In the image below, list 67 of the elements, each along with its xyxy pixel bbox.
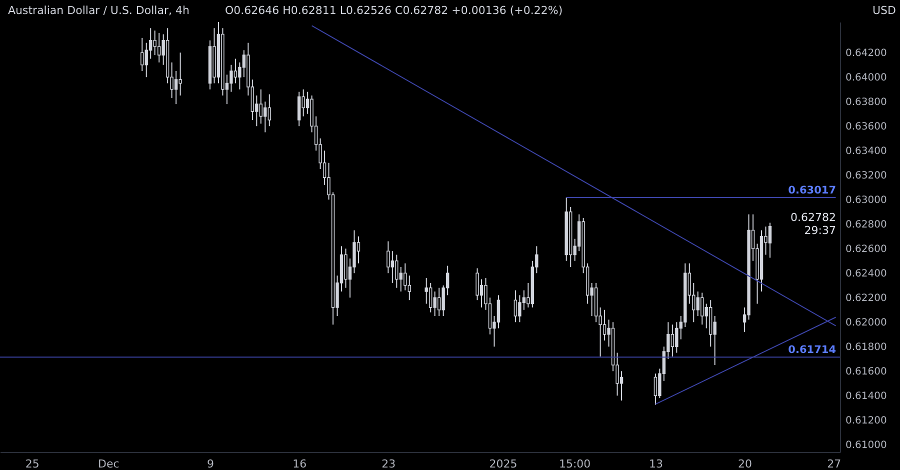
candlestick <box>602 309 606 342</box>
candlestick <box>157 32 161 63</box>
candlestick <box>356 236 360 264</box>
candlestick <box>386 240 390 274</box>
candlestick <box>230 64 233 92</box>
candlestick <box>514 290 518 323</box>
candlestick <box>140 37 144 72</box>
chart-title: Australian Dollar / U.S. Dollar, 4h <box>8 4 190 17</box>
y-tick-label: 0.61600 <box>846 366 887 378</box>
candlestick <box>437 287 441 317</box>
x-tick-label: 9 <box>207 458 214 470</box>
x-tick-label: 16 <box>292 458 307 470</box>
candlestick <box>268 94 271 127</box>
text: USD <box>872 4 896 17</box>
candlestick <box>264 101 267 133</box>
candlestick <box>429 282 432 313</box>
y-tick-label: 0.62400 <box>846 268 887 280</box>
text: O0.62646 H0.62811 L0.62526 C0.62782 +0.00136 (+0.22%) <box>225 4 563 17</box>
y-tick-label: 0.62600 <box>846 244 887 256</box>
x-tick-label: Dec <box>98 458 120 470</box>
y-tick-label: 0.63600 <box>846 122 887 133</box>
x-tick-label: 25 <box>25 458 40 470</box>
ref-line-label: 0.61714 <box>788 344 836 356</box>
y-tick-label: 0.61200 <box>846 416 887 427</box>
y-tick-label: 0.61400 <box>846 391 887 402</box>
candlestick <box>178 52 182 96</box>
x-tick-label: 2025 <box>489 458 518 470</box>
candlestick <box>496 294 500 329</box>
y-tick-label: 0.61800 <box>846 342 887 354</box>
candlestick <box>259 88 263 124</box>
candlestick <box>518 294 522 323</box>
y-tick-label: 0.63200 <box>846 170 887 182</box>
x-tick-label: 15:00 <box>558 458 591 470</box>
candlestick <box>404 262 407 291</box>
x-tick-label: 27 <box>827 458 842 470</box>
annotation: 0.62782 29:37 <box>790 211 836 237</box>
y-tick-label: 0.63400 <box>846 146 887 158</box>
candlestick <box>395 254 398 288</box>
candlestick <box>153 30 156 56</box>
candlestick <box>297 91 301 127</box>
x-tick-label: 13 <box>648 458 663 470</box>
candlestick <box>144 42 148 78</box>
x-tick-label: 20 <box>738 458 752 470</box>
candlestick <box>696 291 700 317</box>
candlestick <box>476 268 479 301</box>
candlestick <box>675 322 678 354</box>
candlestick <box>234 58 238 84</box>
candlestick <box>700 292 704 326</box>
candlestick <box>174 70 178 105</box>
candlestick <box>768 222 772 258</box>
candlestick <box>654 373 658 406</box>
candlestick <box>408 275 411 301</box>
y-tick-label: 0.62200 <box>846 293 887 304</box>
x-tick-label: 23 <box>382 458 396 470</box>
y-tick-label: 0.62000 <box>846 318 887 329</box>
candlestick <box>302 88 305 117</box>
annotation: 0.63017 <box>788 184 836 197</box>
y-tick-label: 0.62800 <box>846 220 887 231</box>
y-tick-label: 0.63000 <box>846 195 887 206</box>
candlestick <box>424 278 428 304</box>
candlestick <box>433 291 436 317</box>
y-tick-label: 0.64000 <box>846 72 887 84</box>
y-tick-label: 0.63800 <box>846 97 887 108</box>
candlestick <box>670 324 674 357</box>
y-tick-label: 0.64200 <box>846 48 887 60</box>
y-tick-label: 0.61000 <box>846 440 887 452</box>
candlestick <box>390 250 394 284</box>
